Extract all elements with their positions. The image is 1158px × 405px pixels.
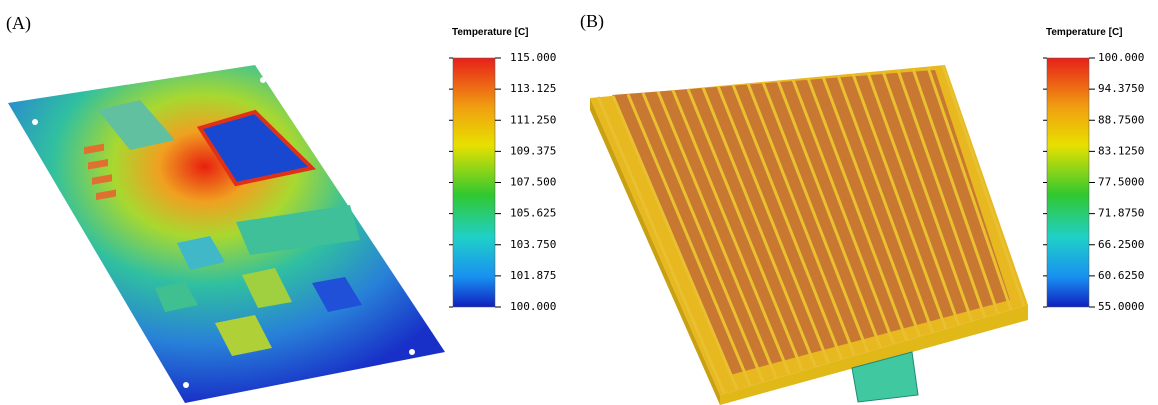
tick-label: 109.375 [510, 144, 556, 157]
tick-label: 94.3750 [1098, 82, 1144, 95]
tick-label: 60.6250 [1098, 269, 1144, 282]
board-a [8, 65, 445, 403]
tick-label: 66.2500 [1098, 238, 1144, 251]
tick-label: 113.125 [510, 82, 556, 95]
panel-label: (B) [580, 11, 604, 32]
tick-label: 111.250 [510, 113, 556, 126]
tick-label: 55.0000 [1098, 300, 1144, 313]
heatsink-b [590, 65, 1028, 405]
tick-label: 103.750 [510, 238, 556, 251]
tick-label: 71.8750 [1098, 207, 1144, 220]
colorbar-title: Temperature [C] [452, 27, 529, 38]
page: {"panels": [ {"label": "(A)", "colorbar"… [0, 0, 1158, 405]
tick-label: 77.5000 [1098, 176, 1144, 189]
colorbar-title: Temperature [C] [1046, 27, 1123, 38]
tick-label: 100.000 [510, 300, 556, 313]
colorbar [453, 58, 495, 307]
tick-label: 101.875 [510, 269, 556, 282]
tick-label: 115.000 [510, 51, 556, 64]
tick-label: 107.500 [510, 176, 556, 189]
tick-label: 105.625 [510, 207, 556, 220]
tick-label: 88.7500 [1098, 113, 1144, 126]
tick-label: 83.1250 [1098, 144, 1144, 157]
panel-label: (A) [6, 13, 31, 34]
colorbar [1047, 58, 1089, 307]
tick-label: 100.000 [1098, 51, 1144, 64]
figure: (A) (B) Temperature [C] 115.000 113.125 111… [0, 0, 1158, 405]
